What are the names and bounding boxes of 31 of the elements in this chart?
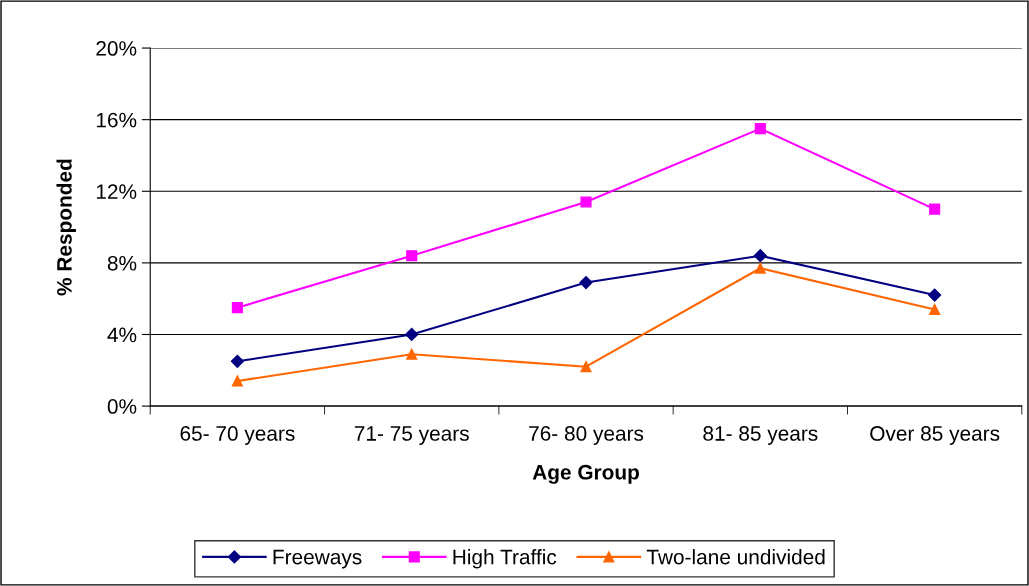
y-tick-label: 12% (96, 184, 137, 199)
point (231, 375, 243, 387)
legend-label: Two-lane undivided (646, 549, 825, 565)
point (754, 262, 766, 274)
y-tick-label: 8% (107, 255, 137, 271)
x-tick-label: 71- 75 years (354, 426, 469, 445)
x-tick-label: 65- 70 years (180, 426, 295, 445)
point (929, 203, 941, 215)
point (929, 303, 941, 315)
y-tick-label: 4% (107, 327, 137, 343)
x-tick-label: 76- 80 years (529, 426, 644, 445)
y-tick-label: 16% (96, 112, 137, 128)
point (231, 302, 243, 314)
point (754, 123, 766, 135)
legend-label: High Traffic (453, 549, 557, 569)
y-tick-label: 0% (107, 399, 137, 414)
x-axis-title: Age Group (532, 464, 639, 484)
x-tick-label: 81- 85 years (703, 426, 818, 445)
point (580, 361, 592, 373)
point (580, 196, 592, 208)
point (579, 275, 593, 290)
legend-label: Freeways (273, 549, 362, 569)
y-axis-title: % Responded (56, 159, 76, 296)
point (928, 288, 942, 302)
point (406, 250, 418, 262)
point (406, 348, 418, 360)
point (405, 327, 419, 342)
point (753, 249, 767, 263)
y-tick-label: 20% (96, 41, 137, 56)
point (230, 354, 244, 368)
x-tick-label: Over 85 years (870, 426, 1000, 445)
